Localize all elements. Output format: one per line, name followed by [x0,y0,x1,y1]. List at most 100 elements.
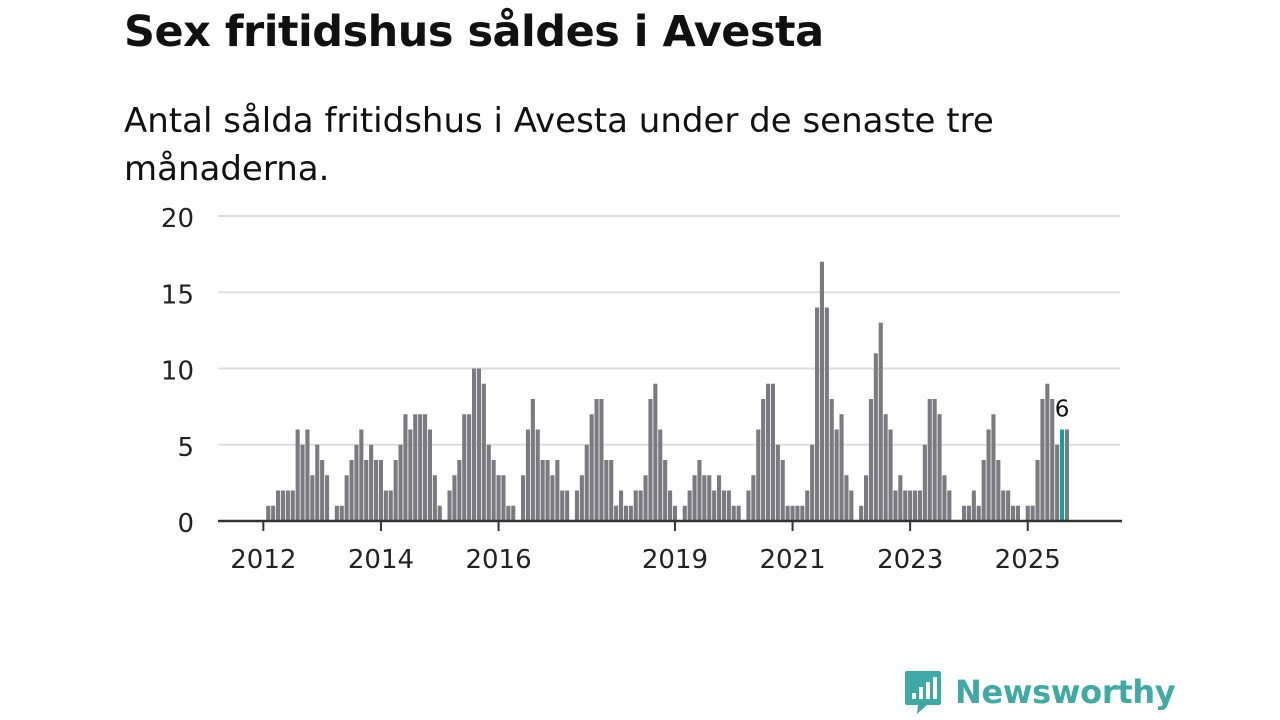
bar [981,460,986,521]
bar [325,475,330,521]
bar [589,414,594,521]
bar [276,490,281,521]
bar [315,444,320,521]
bar [545,460,550,521]
bar [731,505,736,521]
bar [800,505,805,521]
bar [476,368,481,521]
bar [521,475,526,521]
bar [795,505,800,521]
x-axis-ticks: 2012 2014 2016 2019 2021 2023 2025 [230,521,1061,575]
bar-chart: 0 5 10 15 20 2012 2014 2016 2019 2021 2023 2025 6 [161,204,1122,575]
bar [908,490,913,521]
bar [1040,399,1045,521]
x-tick-label: 2014 [348,545,414,575]
bar [300,444,305,521]
newsworthy-logo-icon [905,671,941,714]
bar [271,505,276,521]
bar [555,460,560,521]
bar [868,399,873,521]
bar [668,490,673,521]
bar [369,444,374,521]
bar [496,475,501,521]
bar [913,490,918,521]
bar [883,414,888,521]
bar [717,475,722,521]
bar [785,505,790,521]
bar [898,475,903,521]
bar [1064,429,1069,521]
bar [986,429,991,521]
bar [364,460,369,521]
bar [878,322,883,521]
bar [707,475,712,521]
bar [702,475,707,521]
bar [604,460,609,521]
bar [413,414,418,521]
chart-subtitle: Antal sålda fritidshus i Avesta under de… [124,101,994,189]
bar [805,490,810,521]
bar [280,490,285,521]
bar [339,505,344,521]
bar [511,505,516,521]
bar [619,490,624,521]
bar [888,429,893,521]
bar [584,444,589,521]
bar [398,444,403,521]
bar [609,460,614,521]
bar [599,399,604,521]
bar [824,307,829,521]
bar-series [266,261,1069,521]
bar [393,460,398,521]
bar [917,490,922,521]
bar [285,490,290,521]
bar [540,460,545,521]
bar [565,490,570,521]
bar [1050,399,1055,521]
bar [697,460,702,521]
bar [354,444,359,521]
bar-highlight [1060,429,1065,521]
bar [486,444,491,521]
bar [344,475,349,521]
bar [849,490,854,521]
bar [491,460,496,521]
x-tick-label: 2023 [877,545,943,575]
bar [829,399,834,521]
bar [334,505,339,521]
bar [996,460,1001,521]
data-labels: 6 [1055,397,1070,423]
newsworthy-logo-text: Newsworthy [955,673,1176,711]
bar [481,383,486,521]
bar [423,414,428,521]
bar [320,460,325,521]
bar [403,414,408,521]
bar [663,460,668,521]
newsworthy-logo: Newsworthy [903,670,1176,714]
y-tick-label: 10 [161,357,194,387]
gridlines [218,215,1120,446]
bar [535,429,540,521]
bar [349,460,354,521]
bar [1035,460,1040,521]
y-tick-label: 15 [161,280,194,310]
x-tick-label: 2016 [465,545,531,575]
bar [525,429,530,521]
bar [457,460,462,521]
bar [839,414,844,521]
bar [638,490,643,521]
bar [937,414,942,521]
bar [427,429,432,521]
bar [682,505,687,521]
bar [266,505,271,521]
bar [692,475,697,521]
bar [467,414,472,521]
bar [751,475,756,521]
bar [1030,505,1035,521]
bar [966,505,971,521]
bar [976,505,981,521]
bar [1025,505,1030,521]
bar [623,505,628,521]
bar [712,490,717,521]
bar [810,444,815,521]
